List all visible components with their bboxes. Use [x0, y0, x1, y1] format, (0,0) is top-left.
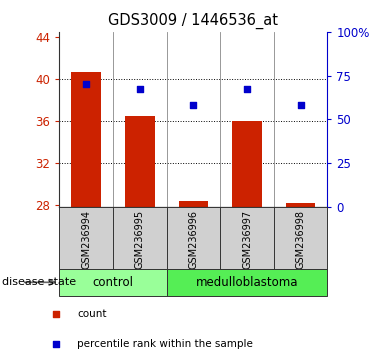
Text: control: control [92, 276, 134, 289]
Bar [71, 72, 101, 207]
Bar [286, 204, 315, 207]
Point [190, 102, 196, 107]
Text: medulloblastoma: medulloblastoma [196, 276, 298, 289]
Text: GSM236996: GSM236996 [188, 210, 198, 269]
Point [83, 81, 89, 86]
Bar [125, 116, 154, 207]
Text: count: count [77, 309, 106, 319]
Point [244, 86, 250, 92]
Point [137, 86, 143, 92]
Title: GDS3009 / 1446536_at: GDS3009 / 1446536_at [108, 13, 278, 29]
Text: percentile rank within the sample: percentile rank within the sample [77, 339, 253, 349]
Text: GSM236998: GSM236998 [296, 210, 306, 269]
Point [298, 103, 304, 108]
Bar [178, 201, 208, 207]
Text: GSM236995: GSM236995 [135, 210, 145, 269]
Point [52, 342, 59, 347]
Text: GSM236994: GSM236994 [81, 210, 91, 269]
Bar [59, 269, 167, 296]
Text: disease state: disease state [2, 277, 76, 287]
Point [52, 312, 59, 317]
Bar [167, 269, 327, 296]
Bar [232, 121, 262, 207]
Text: GSM236997: GSM236997 [242, 210, 252, 269]
